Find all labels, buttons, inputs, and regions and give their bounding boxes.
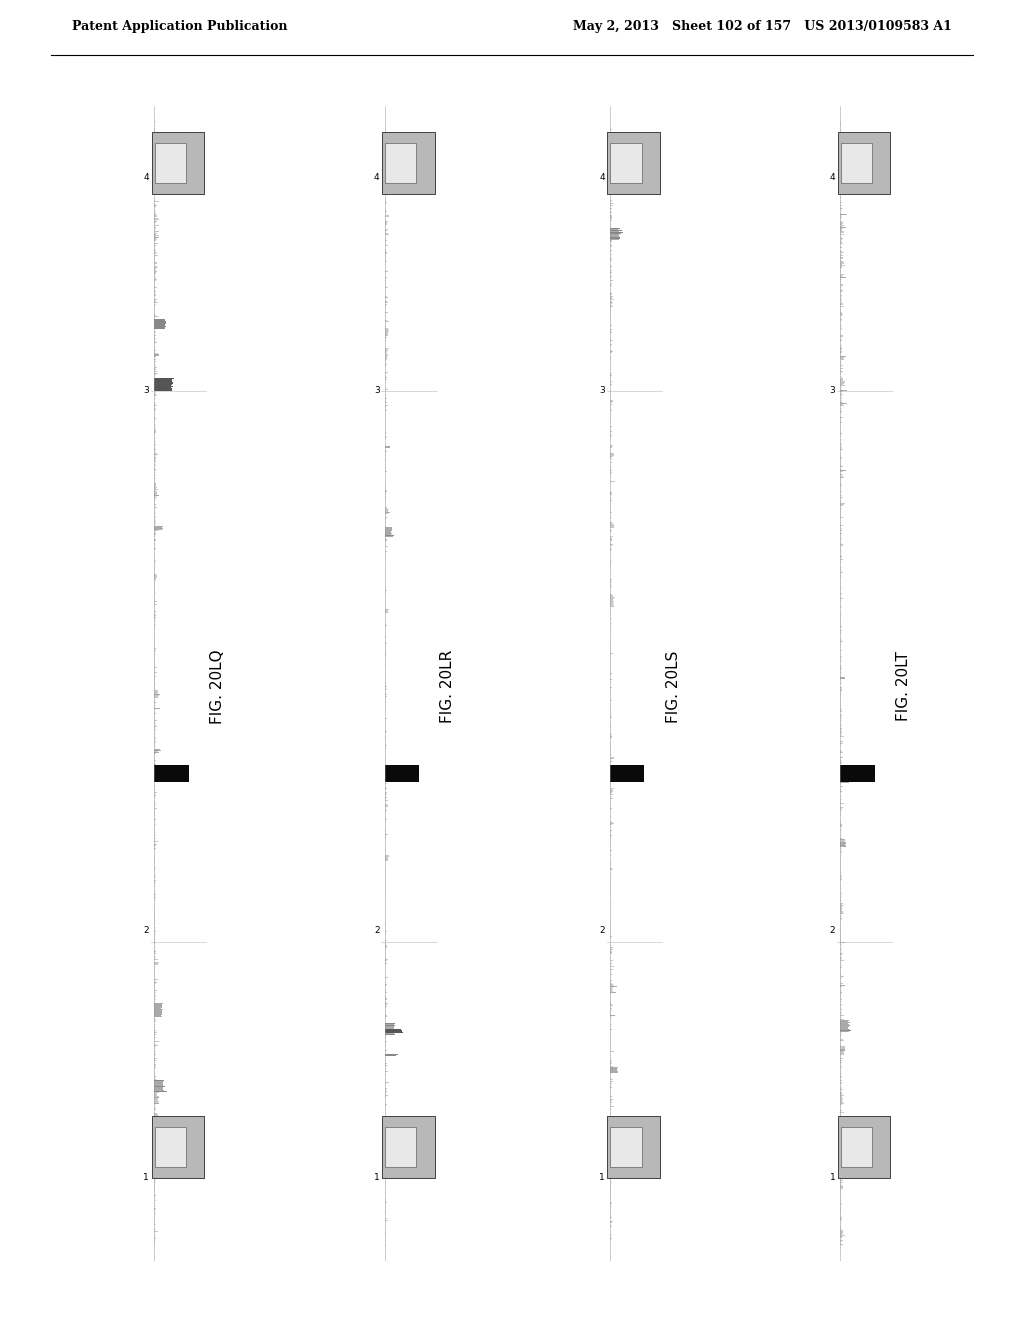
- Text: Patent Application Publication: Patent Application Publication: [72, 20, 287, 33]
- Bar: [607, 1115, 659, 1177]
- Bar: [610, 144, 642, 183]
- Text: 2: 2: [143, 925, 150, 935]
- Bar: [841, 1127, 872, 1167]
- Text: 1: 1: [829, 1173, 836, 1183]
- Bar: [155, 144, 186, 183]
- Text: FIG. 20LS: FIG. 20LS: [666, 651, 681, 722]
- Bar: [155, 1127, 186, 1167]
- Bar: [382, 1115, 434, 1177]
- Bar: [385, 1127, 417, 1167]
- Bar: [607, 132, 659, 194]
- Bar: [152, 132, 204, 194]
- Text: 4: 4: [829, 173, 836, 182]
- Text: 4: 4: [599, 173, 605, 182]
- Text: 3: 3: [374, 387, 380, 395]
- Bar: [152, 1115, 204, 1177]
- Text: 1: 1: [599, 1173, 605, 1183]
- Text: 2: 2: [829, 925, 836, 935]
- Bar: [838, 1115, 890, 1177]
- Text: 2: 2: [374, 925, 380, 935]
- Bar: [838, 132, 890, 194]
- Text: 3: 3: [143, 387, 150, 395]
- Text: FIG. 20LQ: FIG. 20LQ: [210, 649, 225, 723]
- Text: 2: 2: [599, 925, 605, 935]
- Text: FIG. 20LR: FIG. 20LR: [440, 649, 456, 723]
- Text: 1: 1: [374, 1173, 380, 1183]
- Text: 4: 4: [143, 173, 150, 182]
- Bar: [382, 132, 434, 194]
- Bar: [610, 1127, 642, 1167]
- Bar: [385, 144, 417, 183]
- Text: 3: 3: [829, 387, 836, 395]
- Text: 1: 1: [143, 1173, 150, 1183]
- Text: 4: 4: [374, 173, 380, 182]
- Text: May 2, 2013   Sheet 102 of 157   US 2013/0109583 A1: May 2, 2013 Sheet 102 of 157 US 2013/010…: [573, 20, 952, 33]
- Bar: [841, 144, 872, 183]
- Text: 3: 3: [599, 387, 605, 395]
- Text: FIG. 20LT: FIG. 20LT: [896, 652, 911, 721]
